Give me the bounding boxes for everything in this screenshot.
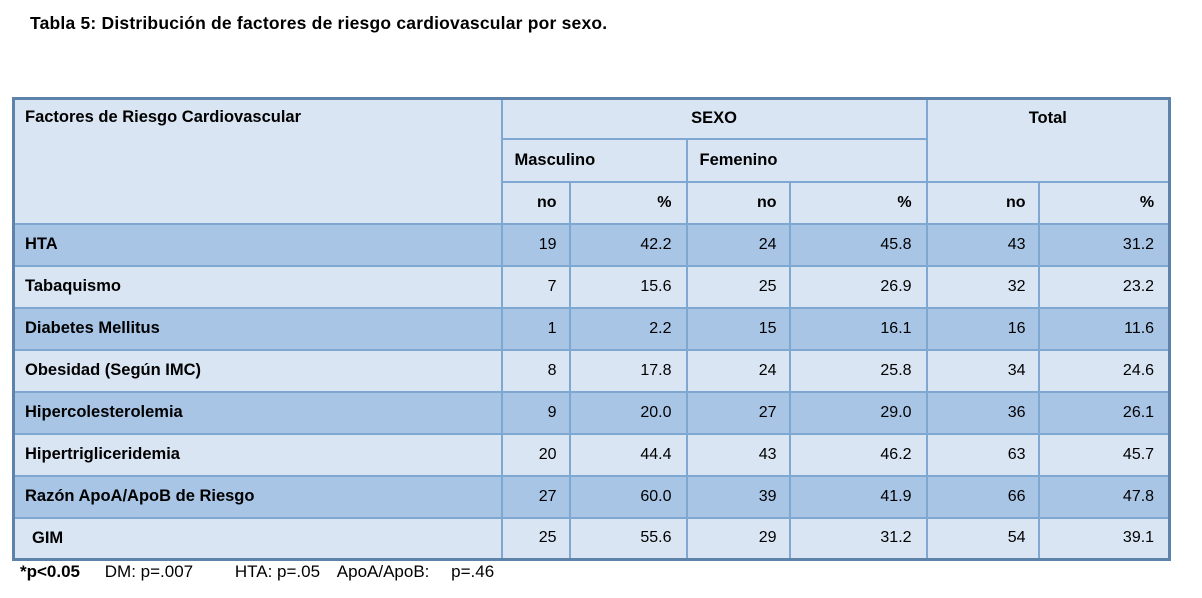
- value-cell-m_no: 25: [500, 516, 571, 561]
- value-cell-f_no: 43: [685, 432, 791, 477]
- value-cell-f_pct: 25.8: [788, 348, 928, 393]
- table-row: Hipertrigliceridemia 20 44.4 43 46.2 63 45.7: [12, 432, 1171, 477]
- value-cell-m_pct: 20.0: [568, 390, 688, 435]
- value-cell-f_pct: 46.2: [788, 432, 928, 477]
- value-cell-t_no: 32: [925, 264, 1040, 309]
- header-cell-femenino: Femenino: [685, 137, 928, 183]
- table-body: HTA 19 42.2 24 45.8 43 31.2 Tabaquismo 7 15.6 25 26…: [12, 222, 1171, 561]
- value-cell-m_no: 20: [500, 432, 571, 477]
- header-cell-masculino: Masculino: [500, 137, 688, 183]
- value-cell-m_pct: 42.2: [568, 222, 688, 267]
- factor-cell: Hipertrigliceridemia: [12, 432, 503, 477]
- table-row: Diabetes Mellitus 1 2.2 15 16.1 16 11.6: [12, 306, 1171, 351]
- factor-cell: Razón ApoA/ApoB de Riesgo: [12, 474, 503, 519]
- risk-factors-table: Factores de Riesgo Cardiovascular SEXO T…: [12, 97, 1172, 561]
- value-cell-f_pct: 16.1: [788, 306, 928, 351]
- value-cell-m_pct: 2.2: [568, 306, 688, 351]
- factor-cell: HTA: [12, 222, 503, 267]
- table-row: GIM 25 55.6 29 31.2 54 39.1: [12, 516, 1171, 561]
- value-cell-m_no: 9: [500, 390, 571, 435]
- value-cell-m_no: 1: [500, 306, 571, 351]
- value-cell-m_no: 7: [500, 264, 571, 309]
- value-cell-f_no: 24: [685, 348, 791, 393]
- value-cell-m_pct: 17.8: [568, 348, 688, 393]
- header-cell-sexo: SEXO: [500, 97, 928, 140]
- value-cell-t_no: 43: [925, 222, 1040, 267]
- value-cell-f_pct: 26.9: [788, 264, 928, 309]
- table-title: Tabla 5: Distribución de factores de rie…: [30, 13, 608, 33]
- table-row: Tabaquismo 7 15.6 25 26.9 32 23.2: [12, 264, 1171, 309]
- pvalue-apoa-label: ApoA/ApoB:: [336, 562, 430, 581]
- value-cell-f_no: 24: [685, 222, 791, 267]
- value-cell-t_no: 16: [925, 306, 1040, 351]
- value-cell-f_pct: 29.0: [788, 390, 928, 435]
- value-cell-t_pct: 23.2: [1037, 264, 1171, 309]
- table-row: HTA 19 42.2 24 45.8 43 31.2: [12, 222, 1171, 267]
- header-cell-masc-no: no: [500, 180, 571, 225]
- pvalue-hta: HTA: p=.05: [234, 562, 321, 581]
- significance-note: *p<0.05: [20, 562, 81, 581]
- pvalue-apoa-value: p=.46: [451, 562, 495, 581]
- value-cell-t_no: 63: [925, 432, 1040, 477]
- value-cell-f_no: 15: [685, 306, 791, 351]
- value-cell-t_no: 54: [925, 516, 1040, 561]
- footnote: *p<0.05 DM: p=.007 HTA: p=.05 ApoA/ApoB:…: [20, 562, 494, 582]
- value-cell-t_pct: 47.8: [1037, 474, 1171, 519]
- header-cell-total: Total: [925, 97, 1171, 183]
- header-cell-factores: Factores de Riesgo Cardiovascular: [12, 97, 503, 225]
- value-cell-t_pct: 39.1: [1037, 516, 1171, 561]
- value-cell-f_no: 27: [685, 390, 791, 435]
- value-cell-m_pct: 44.4: [568, 432, 688, 477]
- value-cell-t_no: 66: [925, 474, 1040, 519]
- value-cell-f_pct: 45.8: [788, 222, 928, 267]
- value-cell-t_pct: 24.6: [1037, 348, 1171, 393]
- value-cell-t_pct: 45.7: [1037, 432, 1171, 477]
- value-cell-m_pct: 15.6: [568, 264, 688, 309]
- value-cell-f_no: 39: [685, 474, 791, 519]
- value-cell-m_no: 8: [500, 348, 571, 393]
- value-cell-f_no: 29: [685, 516, 791, 561]
- value-cell-f_pct: 31.2: [788, 516, 928, 561]
- factor-cell: Tabaquismo: [12, 264, 503, 309]
- value-cell-t_pct: 26.1: [1037, 390, 1171, 435]
- value-cell-t_no: 34: [925, 348, 1040, 393]
- factor-cell: Hipercolesterolemia: [12, 390, 503, 435]
- pvalue-dm: DM: p=.007: [104, 562, 194, 581]
- header-row-groups: Factores de Riesgo Cardiovascular SEXO T…: [12, 97, 1171, 225]
- header-row-sub: no % no % no %: [14, 180, 1171, 225]
- header-cell-masc-pct: %: [568, 180, 688, 225]
- table-row: Razón ApoA/ApoB de Riesgo 27 60.0 39 41.9 66 4…: [12, 474, 1171, 519]
- header-cell-total-pct: %: [1037, 180, 1171, 225]
- value-cell-t_no: 36: [925, 390, 1040, 435]
- value-cell-m_pct: 60.0: [568, 474, 688, 519]
- value-cell-f_no: 25: [685, 264, 791, 309]
- header-cell-total-no: no: [925, 180, 1040, 225]
- value-cell-t_pct: 31.2: [1037, 222, 1171, 267]
- factor-cell: GIM: [12, 516, 503, 561]
- header-cell-fem-pct: %: [788, 180, 928, 225]
- table-row: Obesidad (Según IMC) 8 17.8 24 25.8 34 24.6: [12, 348, 1171, 393]
- value-cell-f_pct: 41.9: [788, 474, 928, 519]
- header-row-sex: Masculino Femenino: [14, 137, 1170, 183]
- value-cell-m_pct: 55.6: [568, 516, 688, 561]
- value-cell-m_no: 19: [500, 222, 571, 267]
- header-cell-fem-no: no: [685, 180, 791, 225]
- factor-cell: Obesidad (Según IMC): [12, 348, 503, 393]
- value-cell-m_no: 27: [500, 474, 571, 519]
- value-cell-t_pct: 11.6: [1037, 306, 1171, 351]
- table-row: Hipercolesterolemia 9 20.0 27 29.0 36 26.1: [12, 390, 1171, 435]
- factor-cell: Diabetes Mellitus: [12, 306, 503, 351]
